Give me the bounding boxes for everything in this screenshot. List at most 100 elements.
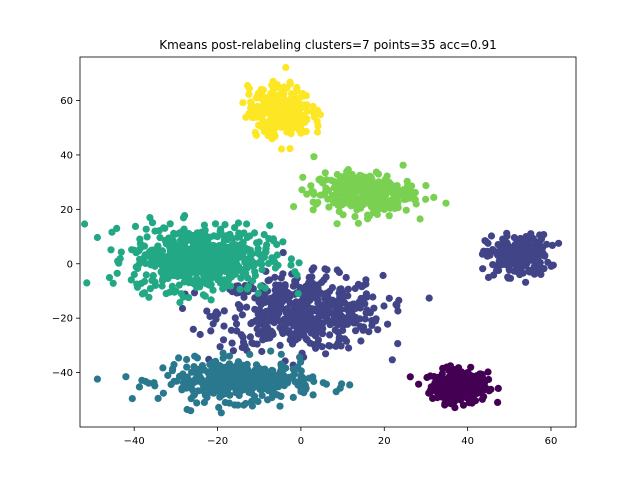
scatter-point [425, 294, 433, 302]
scatter-point [209, 320, 217, 328]
scatter-point [427, 385, 435, 393]
scatter-point [225, 352, 234, 360]
scatter-point [176, 239, 184, 248]
scatter-point [357, 294, 365, 303]
scatter-point [322, 350, 330, 358]
scatter-point [253, 106, 261, 114]
scatter-point [484, 239, 492, 247]
scatter-point [264, 96, 272, 105]
scatter-point [336, 334, 344, 342]
scatter-point [246, 333, 254, 341]
scatter-point [299, 173, 307, 181]
scatter-point [291, 268, 299, 276]
scatter-point [339, 211, 347, 219]
scatter-point [487, 232, 496, 240]
scatter-point [215, 251, 223, 259]
scatter-point [226, 391, 234, 399]
scatter-point [257, 282, 265, 290]
scatter-point [539, 249, 547, 257]
scatter-point [151, 281, 159, 289]
scatter-point [224, 247, 233, 255]
scatter-point [484, 368, 492, 376]
scatter-point [251, 271, 259, 279]
scatter-point [122, 373, 130, 381]
scatter-point [288, 90, 296, 98]
scatter-point [279, 238, 287, 246]
scatter-point [373, 200, 381, 208]
scatter-point [185, 294, 193, 302]
scatter-point [372, 192, 380, 200]
scatter-point [367, 203, 375, 211]
x-tick-label: −20 [207, 436, 228, 447]
scatter-point [158, 282, 166, 290]
scatter-point [193, 370, 201, 378]
chart-title: Kmeans post-relabeling clusters=7 points… [159, 38, 497, 52]
scatter-point [372, 168, 380, 176]
scatter-point [269, 254, 277, 262]
scatter-point [415, 380, 423, 388]
scatter-point [289, 365, 297, 373]
scatter-point [443, 390, 451, 398]
scatter-point [174, 247, 182, 256]
scatter-point [207, 296, 215, 304]
scatter-point [222, 265, 230, 273]
scatter-point [362, 290, 370, 298]
scatter-point [301, 118, 309, 126]
scatter-point [143, 233, 151, 241]
scatter-point [266, 221, 274, 230]
scatter-point [169, 365, 177, 373]
scatter-point [399, 161, 407, 169]
scatter-point [323, 266, 331, 274]
scatter-point [264, 396, 272, 404]
scatter-point [286, 145, 294, 153]
scatter-point [194, 279, 202, 287]
scatter-point [385, 294, 393, 302]
scatter-point [191, 352, 199, 360]
cluster-3 [93, 347, 354, 417]
scatter-point [276, 324, 284, 332]
axes-frame [79, 56, 577, 428]
scatter-point [364, 194, 372, 203]
scatter-point [235, 229, 243, 237]
scatter-point [503, 229, 511, 237]
scatter-point [282, 321, 290, 329]
scatter-point [209, 286, 217, 294]
scatter-point [479, 265, 487, 273]
scatter-point [246, 350, 254, 358]
scatter-point [180, 382, 188, 390]
scatter-point [185, 231, 193, 239]
scatter-point [481, 386, 489, 394]
scatter-point [504, 273, 512, 281]
scatter-point [166, 248, 174, 256]
scatter-point [279, 249, 287, 257]
scatter-point [318, 328, 326, 336]
scatter-point [237, 274, 245, 282]
scatter-point [246, 232, 254, 240]
scatter-point [145, 293, 153, 301]
scatter-point [187, 407, 195, 415]
scatter-point [247, 388, 255, 396]
scatter-point [207, 281, 215, 289]
scatter-point [227, 375, 235, 383]
scatter-point [314, 307, 322, 315]
scatter-point [514, 238, 522, 246]
scatter-point [461, 385, 469, 393]
scatter-point [443, 363, 451, 371]
scatter-point [229, 260, 237, 268]
scatter-point [171, 257, 179, 265]
scatter-point [254, 397, 262, 406]
scatter-point [172, 287, 180, 295]
scatter-point [359, 201, 367, 209]
scatter-point [468, 385, 476, 393]
scatter-point [423, 373, 431, 382]
scatter-point [343, 167, 351, 176]
scatter-point [205, 273, 213, 281]
scatter-point [394, 307, 402, 315]
scatter-point [114, 257, 122, 265]
scatter-point [344, 319, 352, 327]
scatter-point [248, 113, 256, 122]
scatter-point [366, 309, 374, 317]
scatter-point [307, 182, 315, 190]
scatter-point [242, 399, 250, 408]
